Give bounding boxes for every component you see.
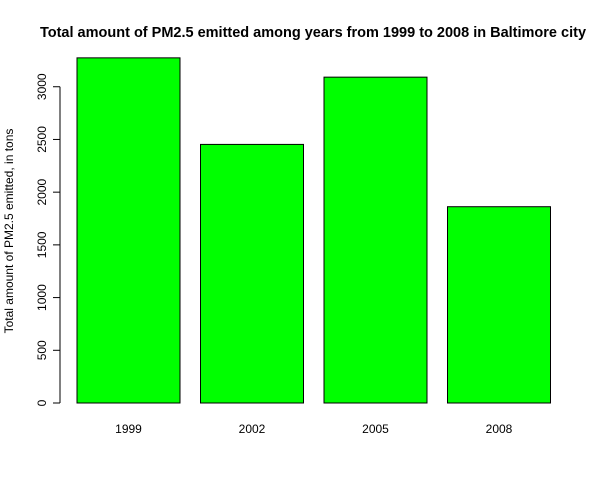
y-tick-label: 1500 xyxy=(35,231,49,258)
y-axis: 0 500 1000 1500 2000 2500 3000 xyxy=(35,73,61,406)
x-tick-label: 2008 xyxy=(486,422,513,436)
y-tick-label: 3000 xyxy=(35,73,49,100)
y-tick-label: 2500 xyxy=(35,126,49,153)
y-axis-label: Total amount of PM2.5 emitted, in tons xyxy=(2,129,16,334)
x-tick-label: 2005 xyxy=(362,422,389,436)
x-axis-labels: 1999 2002 2005 2008 xyxy=(115,422,513,436)
bar-2008 xyxy=(447,206,551,404)
y-tick-label: 1000 xyxy=(35,284,49,311)
x-tick-label: 1999 xyxy=(115,422,142,436)
y-tick-label: 2000 xyxy=(35,178,49,205)
x-tick-label: 2002 xyxy=(239,422,266,436)
y-tick-label: 0 xyxy=(35,399,49,406)
bars xyxy=(76,57,551,404)
y-tick-label: 500 xyxy=(35,340,49,360)
bar-2002 xyxy=(200,143,304,404)
bar-2005 xyxy=(323,76,428,404)
chart-title: Total amount of PM2.5 emitted among year… xyxy=(40,25,586,41)
bar-1999 xyxy=(76,57,181,404)
